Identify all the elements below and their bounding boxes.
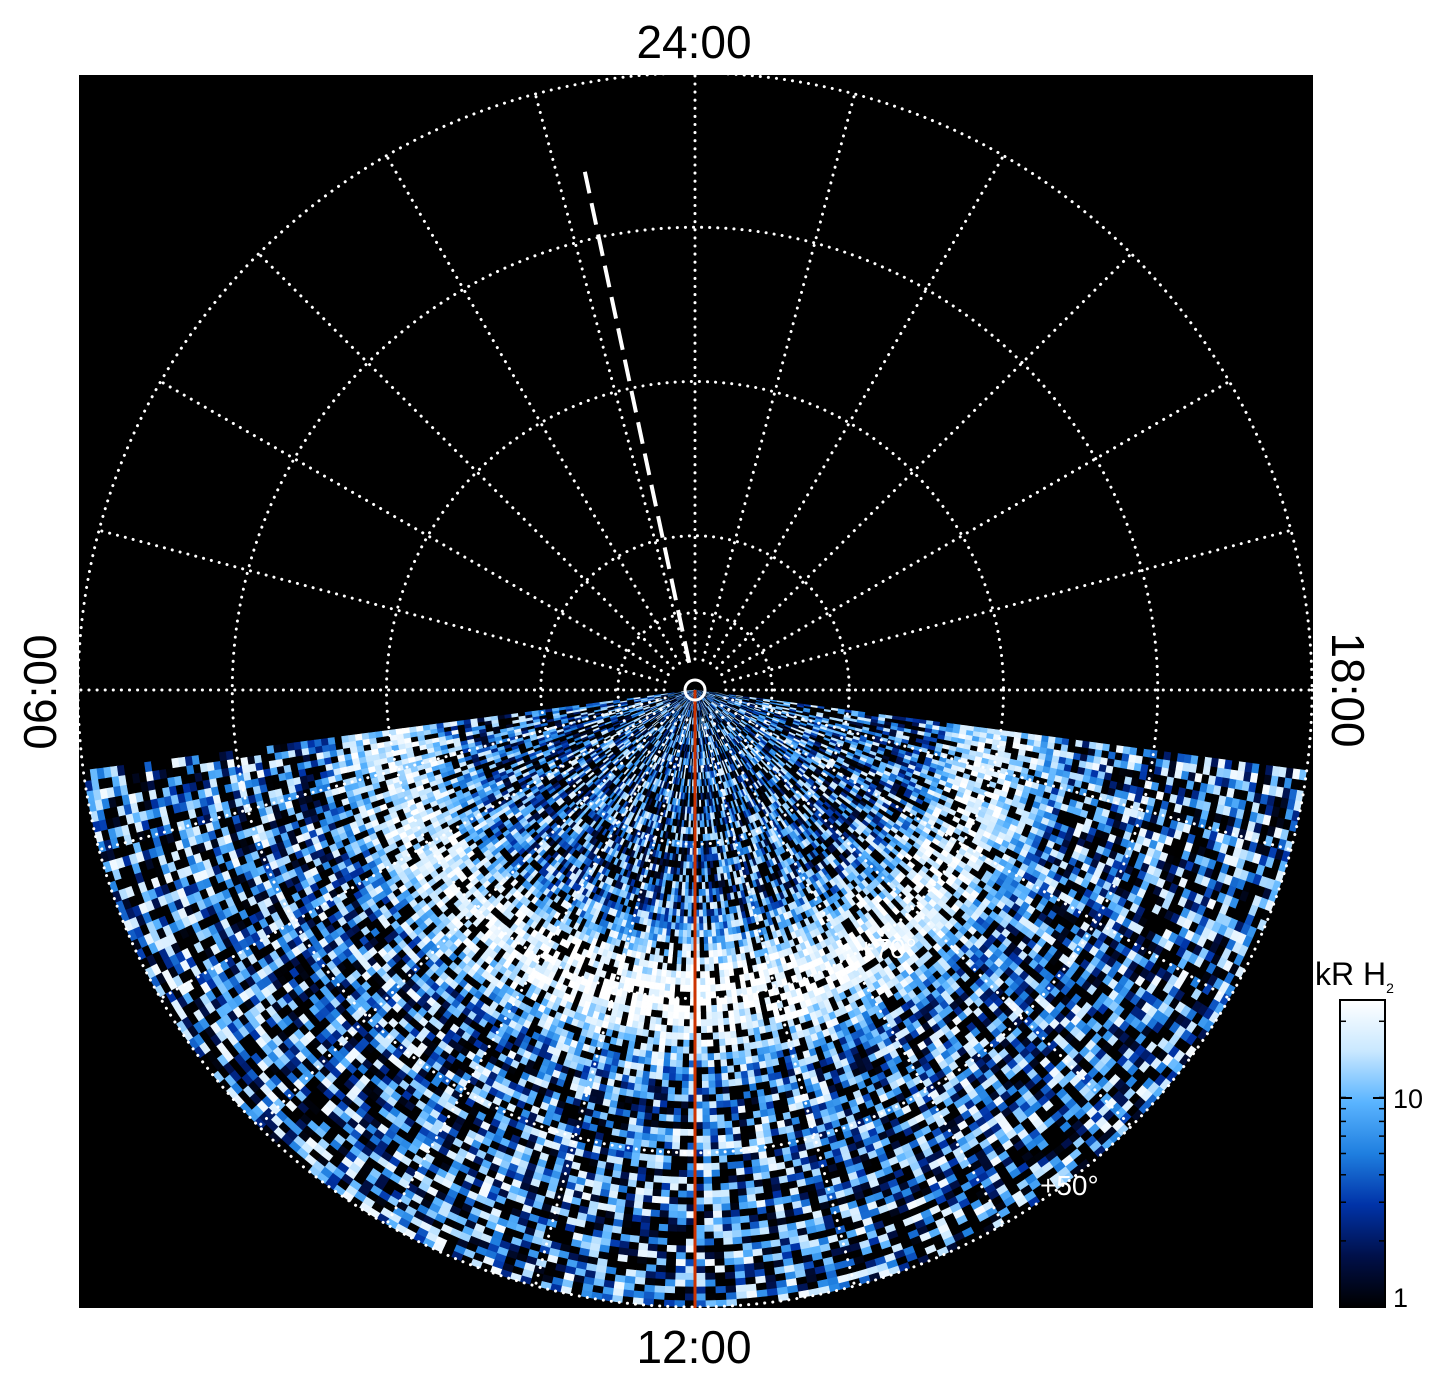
emission-heatmap — [82, 689, 1308, 1307]
heatmap-cell — [1101, 743, 1110, 752]
heatmap-cell — [1115, 745, 1124, 754]
heatmap-cell — [1094, 742, 1104, 751]
heatmap-cell — [1081, 740, 1090, 749]
heatmap-cell — [1121, 746, 1131, 755]
heatmap-cell — [1087, 741, 1097, 750]
heatmap-cell — [1135, 747, 1144, 757]
heatmap-cell — [1128, 746, 1138, 756]
heatmap-cell — [1108, 744, 1117, 753]
